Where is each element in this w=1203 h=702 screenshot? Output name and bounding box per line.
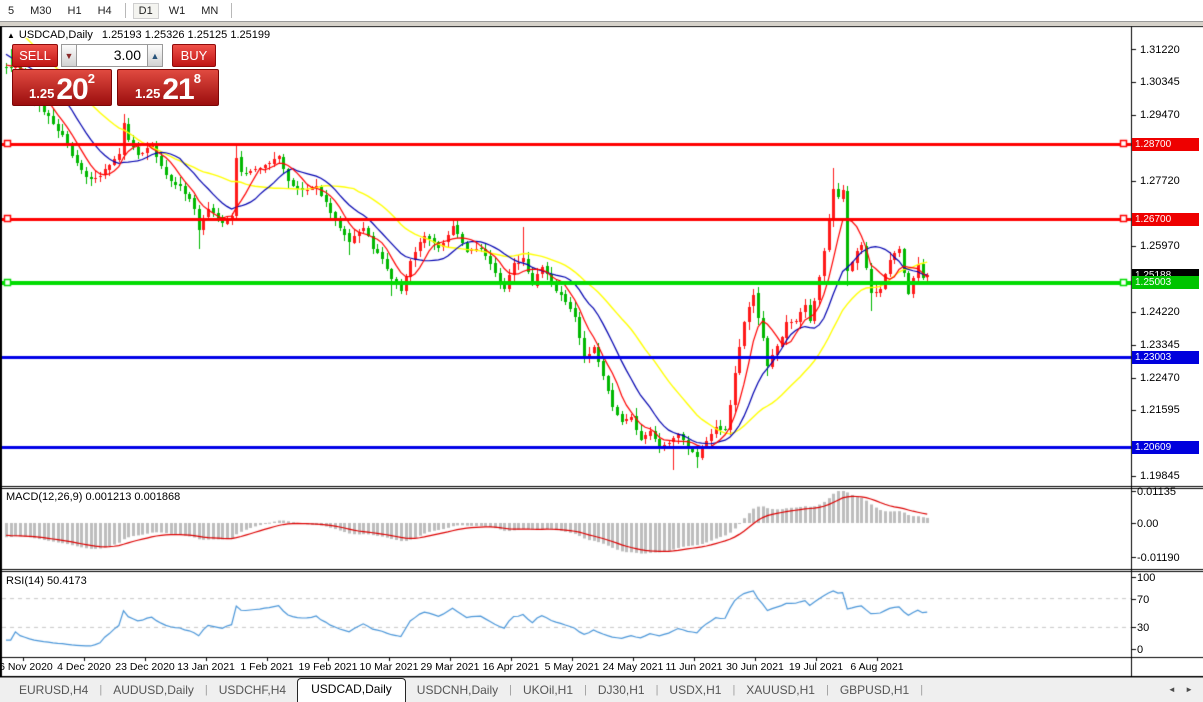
date-axis-label: 19 Jul 2021	[788, 661, 844, 673]
tab-divider: |	[655, 684, 659, 696]
tab-GBPUSDH1[interactable]: GBPUSD,H1	[839, 683, 910, 697]
volume-input[interactable]: 3.00	[77, 44, 147, 67]
tab-divider: |	[509, 684, 512, 696]
timeframe-toolbar: 5 M30 H1 H4 D1 W1 MN	[0, 0, 1203, 22]
symbol-tab-bar: EURUSD,H4 | AUDUSD,Daily | USDCHF,H4 USDCAD,D…	[0, 677, 1203, 702]
arrow-down-icon: ▼	[64, 50, 74, 61]
macd-indicator-label: MACD(12,26,9) 0.001213 0.001868	[6, 491, 181, 503]
tab-USDCNHDaily[interactable]: USDCNH,Daily	[416, 683, 499, 697]
chart-symbol-label: USDCAD,Daily	[18, 29, 93, 41]
rsi-axis-label: 100	[1137, 572, 1156, 584]
price-axis-tick: 1.19845	[1140, 470, 1180, 483]
timeframe-button-W1[interactable]: W1	[168, 4, 186, 17]
date-axis-label: 5 May 2021	[544, 661, 600, 673]
sell-price-big: 20	[56, 73, 88, 106]
buy-button[interactable]: BUY	[172, 44, 216, 67]
tab-USDXH1[interactable]: USDX,H1	[669, 683, 722, 697]
price-axis-tick: 1.27720	[1140, 174, 1180, 187]
sell-button[interactable]: SELL	[12, 44, 58, 67]
toolbar-separator	[124, 3, 126, 18]
macd-axis-label: 0.01135	[1137, 486, 1176, 498]
price-tag-1.26700: 1.26700	[1132, 212, 1199, 226]
date-axis-label: 6 Aug 2021	[850, 661, 904, 673]
tab-AUDUSDDaily[interactable]: AUDUSD,Daily	[113, 683, 194, 697]
date-axis-label: 10 Mar 2021	[359, 661, 419, 673]
date-axis-label: 23 Dec 2020	[115, 661, 175, 673]
collapse-triangle-icon[interactable]: ▲	[7, 31, 15, 40]
tab-USDCHFH4[interactable]: USDCHF,H4	[218, 683, 287, 697]
timeframe-button-M30[interactable]: M30	[30, 4, 52, 17]
tab-divider: |	[99, 684, 103, 696]
chart-ohlc-values: 1.25193 1.25326 1.25125 1.25199	[101, 29, 271, 41]
toolbar-separator	[231, 3, 233, 18]
date-axis-label: 24 May 2021	[602, 661, 664, 673]
date-axis-label: 16 Apr 2021	[482, 661, 540, 673]
tab-scroll-arrows: ◄ ►	[1161, 685, 1193, 694]
rsi-axis-label: 70	[1137, 593, 1150, 606]
tab-divider: |	[204, 684, 208, 696]
tab-divider: |	[825, 684, 829, 696]
price-axis-tick: 1.23345	[1140, 338, 1180, 351]
tabs-scroll-right-icon[interactable]: ►	[1185, 685, 1193, 694]
tabs-scroll-left-icon[interactable]: ◄	[1167, 685, 1176, 694]
price-axis-tick: 1.31220	[1140, 43, 1180, 56]
date-axis-label: 13 Jan 2021	[177, 661, 235, 673]
rsi-axis-label: 30	[1137, 622, 1150, 635]
price-tag-1.20609: 1.20609	[1132, 440, 1199, 454]
price-axis-tick: 1.29470	[1140, 109, 1180, 122]
tab-DJ30H1[interactable]: DJ30,H1	[597, 683, 645, 697]
tab-UKOilH1[interactable]: UKOil,H1	[523, 683, 574, 697]
price-axis-tick: 1.24220	[1140, 306, 1180, 318]
sell-price-sup: 2	[87, 71, 95, 86]
date-axis-label: 16 Nov 2020	[0, 661, 53, 673]
sell-price-box[interactable]: 1.25 20 2	[12, 69, 112, 106]
timeframe-button-MN[interactable]: MN	[201, 4, 219, 17]
buy-price-big: 21	[162, 73, 194, 106]
tab-divider: |	[920, 684, 924, 696]
price-axis-tick: 1.25970	[1140, 240, 1180, 253]
date-axis-label: 11 Jun 2021	[665, 661, 723, 673]
date-axis-label: 30 Jun 2021	[726, 661, 784, 673]
date-axis-label: 1 Feb 2021	[240, 661, 294, 673]
tab-divider: |	[584, 684, 587, 696]
price-axis-tick: 1.30345	[1140, 76, 1180, 89]
price-tag-1.23003: 1.23003	[1132, 351, 1199, 365]
arrow-up-icon: ▲	[150, 50, 160, 61]
price-axis-tick: 1.22470	[1140, 371, 1180, 384]
macd-axis-label: -0.01190	[1137, 551, 1180, 564]
one-click-trading-panel: SELL ▼ 3.00 ▲ BUY 1.25 20 2 1.25 21 8	[12, 44, 224, 106]
macd-axis-label: 0.00	[1137, 518, 1159, 530]
buy-price-sup: 8	[193, 71, 201, 86]
date-axis-label: 4 Dec 2020	[57, 661, 111, 673]
date-axis-label: 29 Mar 2021	[420, 661, 480, 673]
tab-divider: |	[732, 684, 736, 696]
tab-USDCADDaily[interactable]: USDCAD,Daily	[297, 678, 406, 702]
rsi-axis-label: 0	[1137, 644, 1144, 656]
date-axis-label: 19 Feb 2021	[298, 661, 358, 673]
timeframe-button-H1[interactable]: H1	[67, 4, 82, 17]
timeframe-button-H4[interactable]: H4	[97, 4, 112, 17]
price-tag-1.28700: 1.28700	[1132, 137, 1199, 151]
sell-price-prefix: 1.25	[29, 86, 55, 101]
buy-price-prefix: 1.25	[135, 86, 161, 101]
tab-EURUSDH4[interactable]: EURUSD,H4	[19, 683, 89, 697]
tab-XAUUSDH1[interactable]: XAUUSD,H1	[746, 683, 815, 697]
chart-title: ▲ USDCAD,Daily 1.25193 1.25326 1.25125 1.2…	[7, 29, 270, 41]
price-tag-1.25003: 1.25003	[1132, 276, 1199, 290]
timeframe-button-5[interactable]: 5	[8, 4, 15, 17]
buy-price-box[interactable]: 1.25 21 8	[117, 69, 219, 106]
volume-decrease-button[interactable]: ▼	[61, 44, 77, 67]
volume-increase-button[interactable]: ▲	[147, 44, 163, 67]
window-divider-band	[0, 22, 1203, 26]
rsi-indicator-label: RSI(14) 50.4173	[6, 575, 87, 587]
timeframe-button-D1[interactable]: D1	[132, 2, 159, 19]
price-axis-tick: 1.21595	[1140, 404, 1180, 417]
